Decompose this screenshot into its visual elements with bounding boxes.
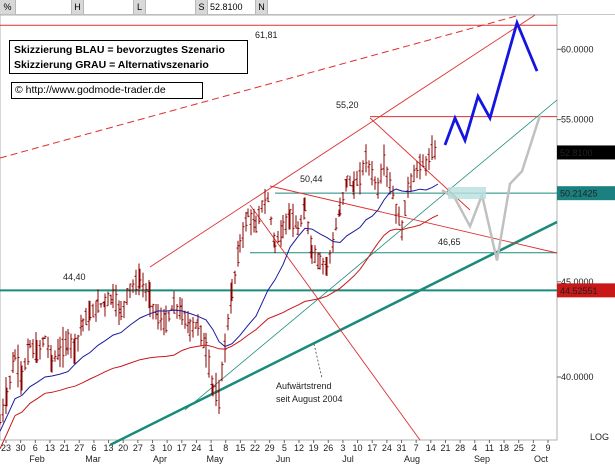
x-tick-label: 10 [353,443,363,453]
x-tick-label: 20 [118,443,128,453]
x-tick-label: 14 [426,443,436,453]
falling-support-line [249,204,421,441]
x-tick-label: 19 [309,443,319,453]
level-label-44-52: 44.52551 [560,286,598,296]
main-uptrend-line [109,220,558,447]
x-tick-label: 7 [414,443,419,453]
x-tick-label: 21 [60,443,70,453]
x-tick-label: 26 [323,443,333,453]
plot-area [0,14,558,441]
x-tick-label: 3 [150,443,155,453]
x-tick-label: 23 [1,443,11,453]
x-tick-label: 12 [294,443,304,453]
y-tick-label: 55.0000 [561,115,594,125]
toolbar-low-label: L [134,0,146,14]
legend-line-gray: Skizzierung GRAU = Alternativszenario [14,59,209,71]
x-tick-label: 8 [223,443,228,453]
moving-average-red [0,214,439,450]
toolbar-percent-button[interactable]: % [0,0,16,14]
x-tick-label: 21 [440,443,450,453]
y-tick-label: 45.0000 [561,277,594,287]
toolbar-high-field [84,0,134,14]
legend-line-blue: Skizzierung BLAU = bevorzugtes Szenario [14,44,225,56]
y-tick-label: 40.0000 [561,372,594,382]
dashed-channel-line [0,14,521,159]
y-scale-label: LOG [590,432,609,442]
toolbar-high-label: H [72,0,84,14]
x-tick-label: 29 [265,443,275,453]
x-tick-label: 27 [74,443,84,453]
x-month-label: May [206,454,224,464]
annotation-46-65: 46,65 [438,237,461,247]
falling-resistance-line [269,185,558,254]
x-tick-label: 13 [104,443,114,453]
x-month-label: Jun [276,454,291,464]
x-tick-label: 5 [282,443,287,453]
x-tick-label: 17 [367,443,377,453]
upper-channel-line [149,14,536,268]
toolbar-low-field [146,0,196,14]
current-price-label-bg [557,145,615,160]
x-tick-label: 18 [499,443,509,453]
y-tick-label: 60.0000 [561,44,594,54]
x-tick-label: 6 [33,443,38,453]
annotation-61-81: 61,81 [255,30,278,40]
x-tick-label: 25 [514,443,524,453]
level-label-50-21: 50.21425 [560,189,598,199]
x-tick-label: 9 [545,443,550,453]
source-url[interactable]: © http://www.godmode-trader.de [11,82,203,99]
annotation-55-20: 55,20 [336,100,359,110]
x-tick-label: 1 [209,443,214,453]
level-label-50-21-bg [557,186,615,201]
x-tick-label: 3 [340,443,345,453]
x-tick-label: 27 [133,443,143,453]
x-tick-label: 13 [45,443,55,453]
x-tick-label: 6 [91,443,96,453]
x-tick-label: 22 [250,443,260,453]
x-tick-label: 24 [382,443,392,453]
annotation-50-44: 50,44 [300,174,323,184]
x-month-label: Jul [342,454,354,464]
scenario-blue-path [443,18,539,146]
x-month-label: Aug [404,454,420,464]
x-tick-label: 2 [531,443,536,453]
level-label-44-52-bg [557,283,615,298]
x-tick-label: 11 [485,443,494,453]
x-tick-label: 4 [472,443,477,453]
mid-trend-line [184,99,558,411]
current-price-label: 52.8100 [560,148,593,158]
annotation-uptrend-2: seit August 2004 [276,394,343,404]
x-month-label: Feb [29,454,45,464]
x-tick-label: 31 [397,443,407,453]
x-month-label: Oct [534,454,549,464]
toolbar: % H L S 52.8100 N [0,0,615,15]
x-month-label: Sep [474,454,490,464]
moving-average-blue [0,183,439,432]
x-tick-label: 15 [235,443,245,453]
toolbar-close-label: S [196,0,208,14]
toolbar-blank-field [16,0,72,14]
x-tick-label: 30 [16,443,26,453]
x-tick-label: 28 [455,443,465,453]
x-month-label: Mar [85,454,101,464]
x-tick-label: 17 [177,443,187,453]
target-zone [448,187,486,200]
toolbar-close-value: 52.8100 [208,0,256,14]
scenario-gray-path [441,114,542,261]
annotation-44-40: 44,40 [63,272,86,282]
x-tick-label: 24 [191,443,201,453]
annotation-uptrend-1: Aufwärtstrend [276,381,332,391]
toolbar-n-label: N [256,0,268,14]
x-tick-label: 10 [162,443,172,453]
annotation-pointer [313,343,323,379]
x-month-label: Apr [153,454,167,464]
scenario-legend: Skizzierung BLAU = bevorzugtes Szenario … [9,40,248,74]
